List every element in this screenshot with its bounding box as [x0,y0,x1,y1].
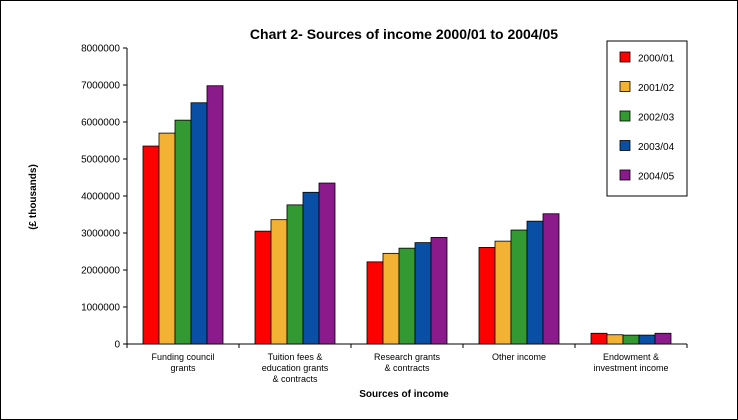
y-tick-label: 0 [114,340,120,351]
x-category-label: & contracts [272,374,318,384]
legend-label: 2000/01 [638,54,675,65]
y-tick-label: 7000000 [81,81,120,92]
bar-2000-01 [590,332,608,345]
bar-2001-02 [494,240,512,345]
legend-label: 2004/05 [638,172,675,183]
bar-2000-01 [254,230,272,345]
y-tick-label: 5000000 [81,155,120,166]
legend-label: 2003/04 [638,142,675,153]
bar-2004-05 [206,85,224,345]
bar-2000-01 [142,145,160,345]
bar-2003-04 [526,220,544,345]
legend-label: 2001/02 [638,83,675,94]
bar-2000-01 [478,247,496,345]
bar-2003-04 [414,242,432,345]
bar-2004-05 [318,182,336,345]
bar-2001-02 [606,334,624,345]
legend-swatch [619,140,631,151]
y-axis-title: (£ thousands) [28,164,39,230]
y-tick-label: 3000000 [81,229,120,240]
bar-2004-05 [654,332,672,345]
x-category-label: Tuition fees & [268,352,323,362]
x-category-label: grants [170,363,196,373]
bar-2000-01 [366,261,384,345]
chart-title: Chart 2- Sources of income 2000/01 to 20… [250,26,558,42]
y-tick-label: 4000000 [81,192,120,203]
bar-2003-04 [190,102,208,345]
x-category-label: & contracts [384,363,430,373]
x-category-label: Endowment & [603,352,659,362]
legend: 2000/01 2001/02 2002/03 2003/04 2004/05 [606,40,688,197]
bar-2004-05 [542,213,560,345]
bar-2002-03 [286,204,304,345]
bar-2001-02 [270,219,288,345]
legend-swatch [619,169,631,181]
x-axis-title: Sources of income [359,389,449,400]
bar-2002-03 [398,247,416,345]
bar-2002-03 [622,334,640,345]
bar-2003-04 [638,334,656,345]
y-tick-label: 1000000 [81,303,120,314]
x-category-label: investment income [593,363,668,373]
x-category-label: education grants [262,363,329,373]
plot-area: 0 1000000 2000000 3000000 4000000 5000000 6000… [81,44,688,384]
legend-swatch [619,110,631,122]
bar-2002-03 [510,229,528,345]
bar-2004-05 [430,237,448,345]
bar-2001-02 [158,132,176,345]
y-tick-label: 2000000 [81,266,120,277]
legend-swatch [619,51,631,63]
y-tick-label: 8000000 [81,44,120,55]
y-tick-label: 6000000 [81,118,120,129]
x-category-label: Research grants [374,352,441,362]
legend-label: 2002/03 [638,113,675,124]
bar-2003-04 [302,191,320,345]
x-category-label: Funding council [151,352,214,362]
x-category-label: Other income [492,352,546,362]
bar-2002-03 [174,119,192,345]
legend-swatch [619,81,631,92]
bar-2001-02 [382,252,400,345]
